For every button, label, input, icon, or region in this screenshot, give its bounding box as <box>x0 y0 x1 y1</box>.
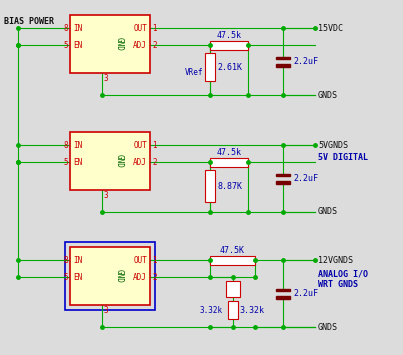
Text: GND: GND <box>115 154 124 168</box>
Text: 1: 1 <box>152 256 157 265</box>
Bar <box>276 289 290 291</box>
Text: ADJ: ADJ <box>133 41 147 50</box>
Text: 2.2uF: 2.2uF <box>293 57 318 66</box>
Text: 1: 1 <box>152 141 157 150</box>
Bar <box>226 281 239 297</box>
Text: 5VGNDS: 5VGNDS <box>318 141 348 150</box>
Text: GND: GND <box>115 37 124 51</box>
Bar <box>65 242 155 310</box>
Text: OUT: OUT <box>133 256 147 265</box>
Text: 3: 3 <box>103 306 108 315</box>
Bar <box>70 132 150 190</box>
Text: 5: 5 <box>63 273 68 282</box>
Text: 47.5K: 47.5K <box>220 246 245 255</box>
Text: 8: 8 <box>63 141 68 150</box>
Text: 3.32k: 3.32k <box>239 306 264 315</box>
Text: OUT: OUT <box>133 141 147 150</box>
Bar <box>276 296 290 299</box>
Text: 2.2uF: 2.2uF <box>293 289 318 298</box>
Bar <box>276 64 290 67</box>
Bar <box>210 256 255 265</box>
Text: 3: 3 <box>103 191 108 200</box>
Text: IN: IN <box>73 24 82 33</box>
Text: EN: EN <box>73 158 82 166</box>
Text: IN: IN <box>73 256 82 265</box>
Text: EN: EN <box>73 41 82 50</box>
Bar <box>70 15 150 73</box>
Text: GND: GND <box>115 269 124 283</box>
Bar <box>210 41 248 50</box>
Text: 5: 5 <box>63 158 68 166</box>
Text: GNDS: GNDS <box>318 91 338 99</box>
Text: 5V DIGITAL: 5V DIGITAL <box>318 153 368 162</box>
Text: 2: 2 <box>152 273 157 282</box>
Text: 15VDC: 15VDC <box>318 24 343 33</box>
Text: ANALOG I/O: ANALOG I/O <box>318 270 368 279</box>
Text: 3.32k: 3.32k <box>199 306 222 315</box>
Text: GNDS: GNDS <box>318 322 338 332</box>
Text: WRT GNDS: WRT GNDS <box>318 280 358 289</box>
Text: OUT: OUT <box>133 24 147 33</box>
Text: 1: 1 <box>152 24 157 33</box>
Bar <box>70 247 150 305</box>
Text: BIAS POWER: BIAS POWER <box>4 17 54 26</box>
Text: 2.2uF: 2.2uF <box>293 174 318 183</box>
Text: 12VGNDS: 12VGNDS <box>318 256 353 265</box>
Text: 5: 5 <box>63 41 68 50</box>
Text: 47.5k: 47.5k <box>216 31 241 40</box>
Text: 3: 3 <box>103 74 108 83</box>
Text: IN: IN <box>73 141 82 150</box>
Text: 2.61K: 2.61K <box>217 62 242 72</box>
Bar <box>205 53 215 81</box>
Text: 2: 2 <box>152 41 157 50</box>
Bar <box>276 174 290 176</box>
Text: 8: 8 <box>63 24 68 33</box>
Text: 47.5k: 47.5k <box>216 148 241 157</box>
Text: ADJ: ADJ <box>133 158 147 166</box>
Text: EN: EN <box>73 273 82 282</box>
Text: GNDS: GNDS <box>318 208 338 217</box>
Bar <box>276 57 290 59</box>
Text: ADJ: ADJ <box>133 273 147 282</box>
Bar <box>205 170 215 202</box>
Text: 2: 2 <box>152 158 157 166</box>
Bar <box>210 158 248 166</box>
Text: B: B <box>63 256 68 265</box>
Bar <box>276 181 290 184</box>
Bar <box>228 301 237 319</box>
Text: VRef: VRef <box>185 68 203 77</box>
Text: 8.87K: 8.87K <box>217 181 242 191</box>
